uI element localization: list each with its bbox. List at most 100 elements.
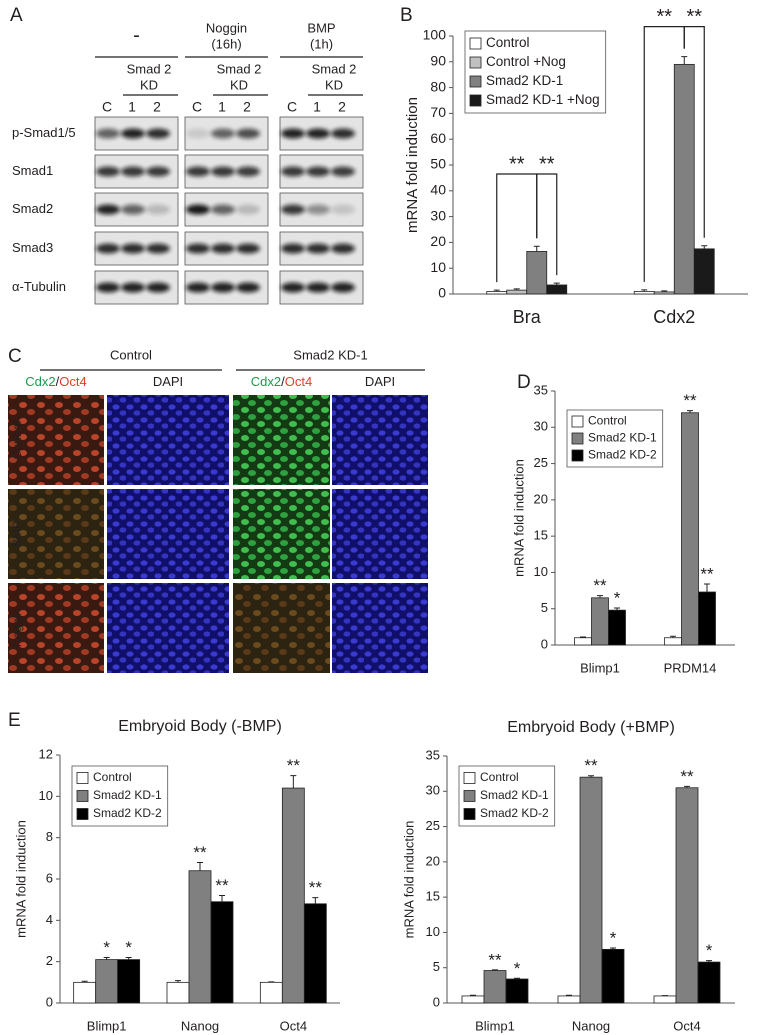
y-axis-label: mRNA fold induction — [404, 97, 421, 233]
micrograph-row-label: Control — [10, 421, 24, 460]
bar — [681, 412, 699, 646]
blot-band — [331, 204, 355, 215]
blot-band — [306, 204, 330, 215]
x-tick-label: Bra — [513, 307, 542, 327]
kd-label: KD — [325, 77, 343, 92]
legend-swatch — [469, 56, 482, 69]
significance-mark: * — [514, 959, 521, 978]
significance-mark: ** — [680, 767, 694, 786]
blot-band — [211, 204, 235, 215]
micrograph-row-label: Noggin — [10, 609, 24, 647]
stain-label: DAPI — [365, 374, 395, 389]
kd-label: KD — [230, 77, 248, 92]
error-bar — [103, 957, 110, 960]
significance-mark: ** — [509, 153, 525, 175]
x-tick-label: Oct4 — [280, 1018, 307, 1033]
micrograph — [8, 395, 104, 485]
blot-band — [146, 243, 170, 254]
bar — [210, 901, 234, 1004]
legend-swatch — [463, 808, 476, 820]
x-tick-label: Blimp1 — [475, 1018, 515, 1033]
y-tick-label: 30 — [430, 207, 446, 223]
bar — [653, 291, 675, 295]
bar — [574, 637, 592, 646]
stain-label-part: Oct4 — [59, 374, 86, 389]
treatment-label: Noggin — [206, 20, 247, 35]
y-tick-label: 80 — [430, 78, 446, 94]
lane-label: 2 — [243, 99, 251, 115]
blot-band — [281, 128, 305, 139]
blot-band — [96, 166, 120, 177]
bar — [117, 959, 141, 1004]
micrograph — [233, 489, 330, 579]
stain-label-part: DAPI — [153, 374, 183, 389]
blot-band — [121, 282, 145, 293]
significance-mark: * — [706, 941, 713, 960]
treatment-label: - — [133, 24, 140, 46]
kd-label: Smad 2 — [312, 61, 357, 76]
y-tick-label: 10 — [426, 924, 440, 939]
bar — [526, 251, 548, 295]
blot-band — [236, 128, 260, 139]
bar — [281, 787, 305, 1004]
micrograph — [8, 489, 104, 579]
error-bar — [533, 245, 540, 252]
bar — [608, 609, 626, 646]
micrograph — [107, 489, 229, 579]
blot-band — [146, 204, 170, 215]
group-label: Smad2 KD-1 — [293, 347, 367, 362]
stain-label-part: / — [281, 374, 285, 389]
x-tick-label: Cdx2 — [653, 307, 695, 327]
blot-band — [211, 243, 235, 254]
legend-label: Control — [93, 770, 132, 784]
error-bar — [641, 289, 648, 292]
legend-swatch — [469, 94, 482, 107]
bar — [579, 776, 603, 1004]
blot-band — [146, 128, 170, 139]
stain-label: Cdx2/Oct4 — [25, 374, 86, 389]
y-tick-label: 12 — [39, 746, 53, 761]
error-bar — [670, 635, 676, 638]
y-tick-label: 0 — [438, 285, 446, 301]
legend-label: Control — [486, 35, 530, 50]
blot-band — [186, 243, 210, 254]
y-tick-label: 90 — [430, 53, 446, 69]
error-bar — [704, 583, 710, 593]
y-tick-label: 50 — [430, 156, 446, 172]
y-tick-label: 70 — [430, 104, 446, 120]
legend-label: Control — [480, 770, 519, 784]
significance-mark: * — [125, 938, 132, 957]
blot-band — [331, 166, 355, 177]
kd-label: Smad 2 — [217, 61, 262, 76]
error-bar — [493, 289, 500, 292]
significance-mark: * — [610, 928, 617, 947]
blot-band — [306, 166, 330, 177]
blot-band — [146, 166, 170, 177]
x-tick-label: Blimp1 — [580, 660, 620, 675]
y-tick-label: 0 — [433, 994, 440, 1009]
y-tick-label: 20 — [430, 233, 446, 249]
legend-swatch — [571, 432, 584, 445]
legend-swatch — [571, 415, 584, 428]
significance-mark: ** — [193, 843, 207, 862]
legend-label: Control +Nog — [486, 54, 566, 69]
legend-swatch — [76, 808, 89, 820]
lane-label: C — [287, 99, 297, 115]
panel-label: C — [8, 346, 22, 367]
blot-band — [236, 166, 260, 177]
blot-band — [306, 282, 330, 293]
bar — [303, 903, 327, 1004]
bar — [506, 289, 528, 295]
lane-label: C — [192, 99, 202, 115]
treatment-label: BMP — [307, 20, 335, 35]
legend-label: Smad2 KD-2 — [588, 448, 657, 462]
panel-label: D — [517, 372, 531, 393]
group-label: Control — [110, 347, 152, 362]
error-bar — [219, 895, 225, 902]
y-axis-label: mRNA fold induction — [401, 821, 416, 939]
legend-label: Smad2 KD-1 — [93, 788, 162, 802]
panel-label: B — [400, 5, 413, 26]
error-bar — [81, 980, 88, 983]
legend-box — [464, 30, 607, 114]
panel-label: E — [8, 710, 21, 731]
